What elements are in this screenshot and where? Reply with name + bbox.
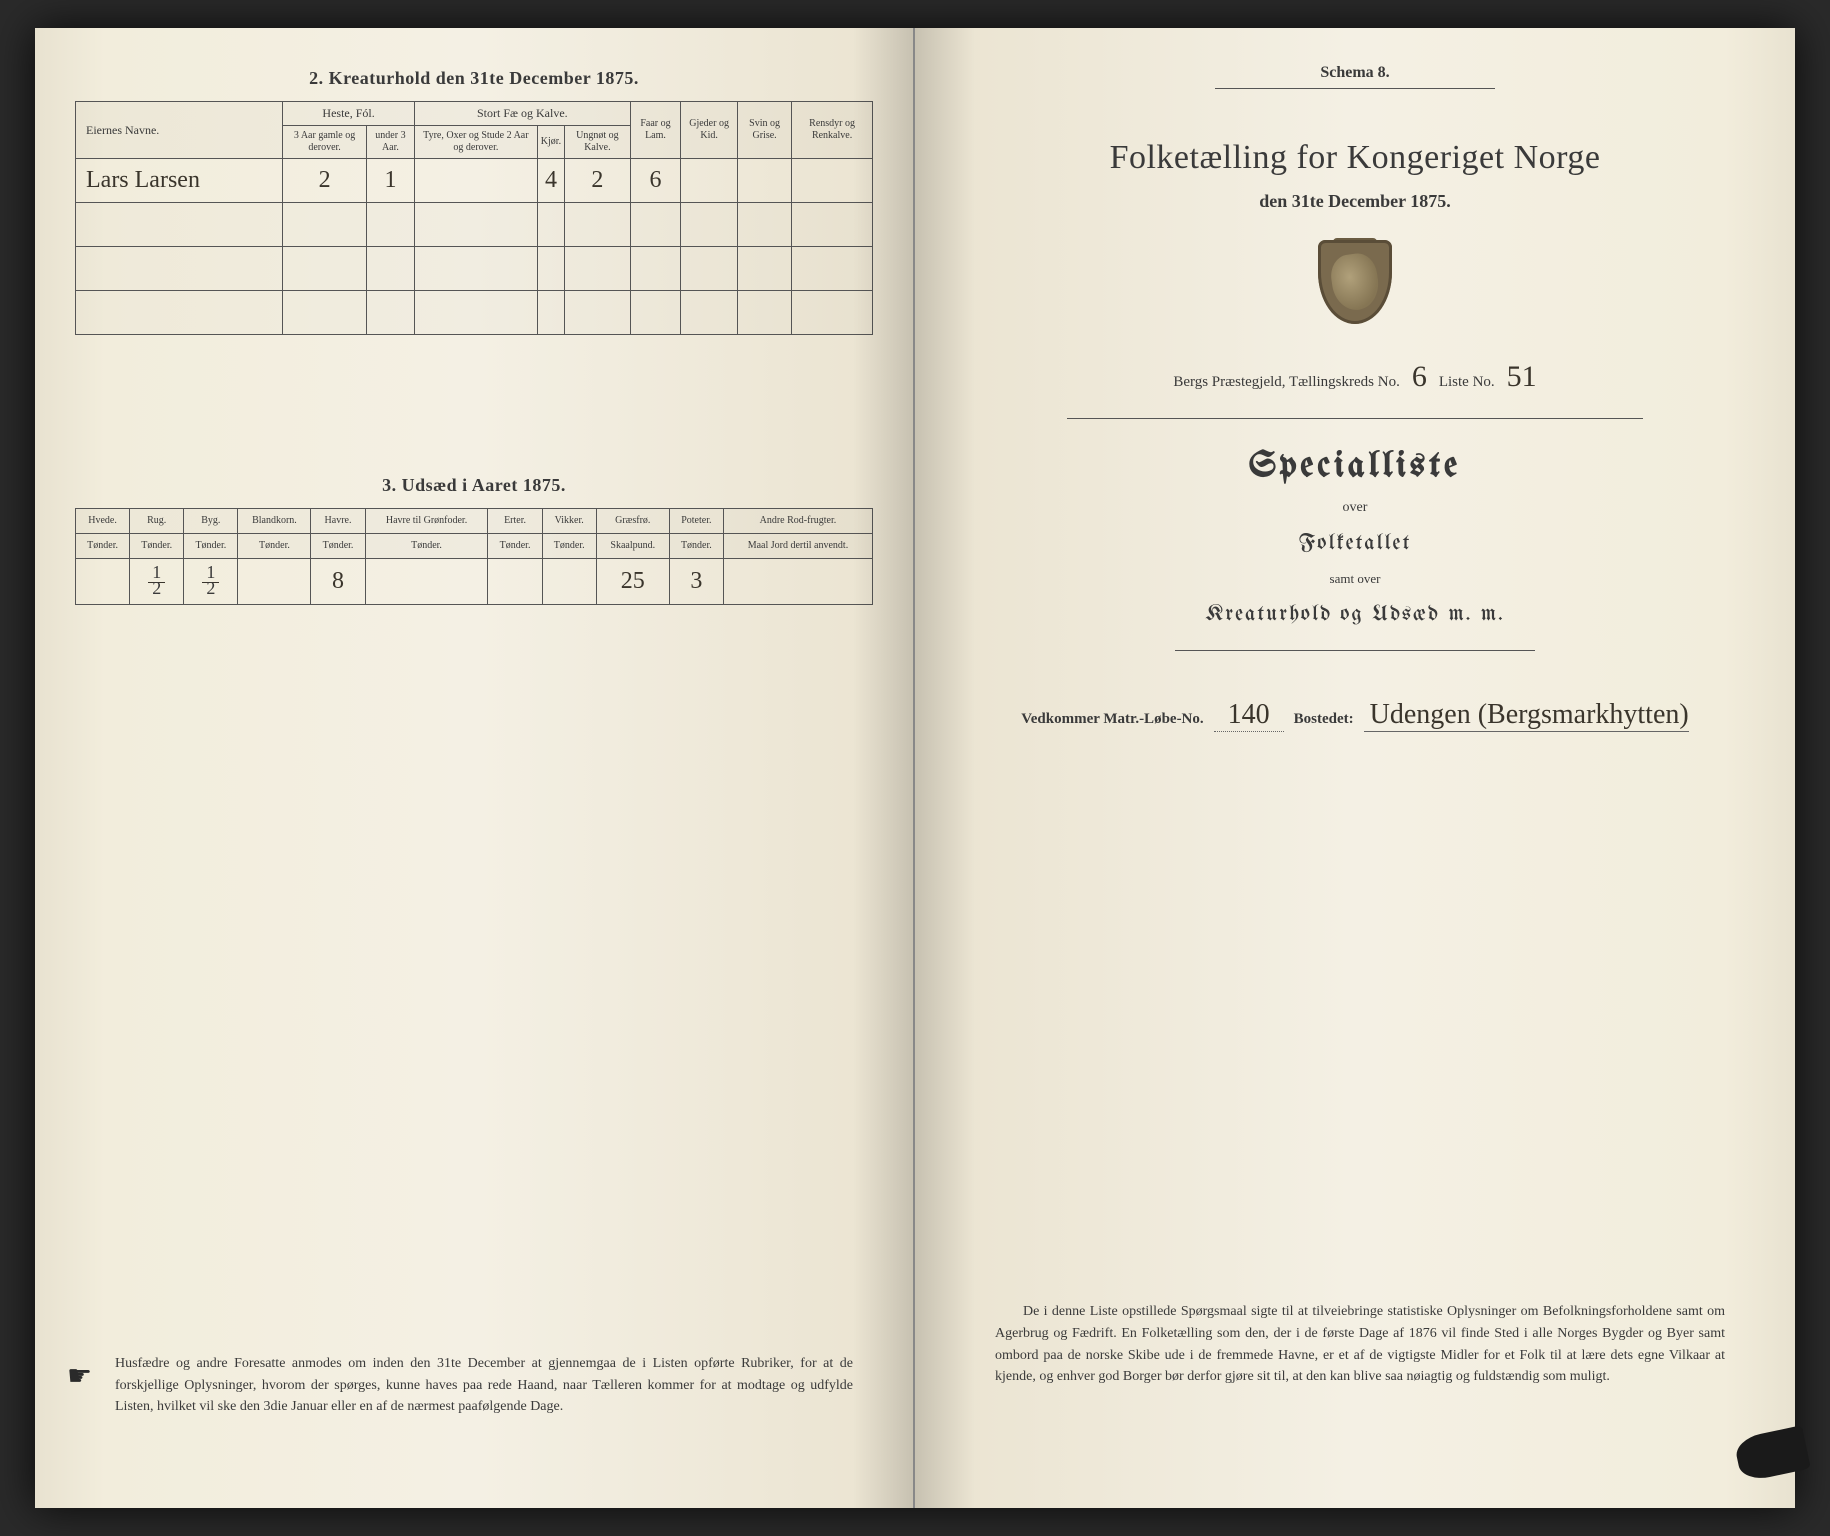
uv-3 [238,559,311,605]
right-page: Schema 8. Folketælling for Kongeriget No… [915,28,1795,1508]
prestegjeld-line: Bergs Præstegjeld, Tællingskreds No. 6 L… [955,360,1755,394]
col-faar: Faar og Lam. [630,102,681,159]
specialliste-title: Specialliste [955,449,1755,486]
cell-faar: 6 [630,159,681,203]
uu-1: Tønder. [130,534,184,559]
udsaed-header-row: Hvede. Rug. Byg. Blandkorn. Havre. Havre… [76,509,873,534]
uu-3: Tønder. [238,534,311,559]
cell-stort1 [414,159,537,203]
uu-4: Tønder. [311,534,365,559]
samt-label: samt over [955,571,1755,587]
uh-7: Vikker. [542,509,596,534]
matr-label: Vedkommer Matr.-Løbe-No. [1021,711,1203,728]
coat-of-arms-icon [1311,240,1399,342]
uv-5 [365,559,488,605]
uh-4: Havre. [311,509,365,534]
uu-7: Tønder. [542,534,596,559]
uv-2: 12 [184,559,238,605]
uv-8: 25 [596,559,669,605]
cell-heste2: 1 [366,159,414,203]
presteg-label: Bergs Præstegjeld, Tællingskreds No. [1173,374,1400,391]
uu-0: Tønder. [76,534,130,559]
table-row [76,247,873,291]
uu-6: Tønder. [488,534,542,559]
cell-heste1: 2 [283,159,367,203]
rule [1215,88,1495,89]
cell-gjeder [681,159,738,203]
uu-2: Tønder. [184,534,238,559]
col-stort-sub3: Ungnøt og Kalve. [565,126,631,159]
liste-label: Liste No. [1439,374,1495,391]
table-row [76,291,873,335]
uv-6 [488,559,542,605]
date-line: den 31te December 1875. [955,191,1755,212]
uv-10 [723,559,872,605]
uv-7 [542,559,596,605]
col-heste-sub1: 3 Aar gamle og derover. [283,126,367,159]
uh-3: Blandkorn. [238,509,311,534]
col-stort-sub1: Tyre, Oxer og Stude 2 Aar og derover. [414,126,537,159]
uv-4: 8 [311,559,365,605]
table-row: Lars Larsen 2 1 4 2 6 [76,159,873,203]
uh-8: Græsfrø. [596,509,669,534]
cell-name: Lars Larsen [76,159,283,203]
uv-0 [76,559,130,605]
udsaed-table: Hvede. Rug. Byg. Blandkorn. Havre. Havre… [75,508,873,605]
cell-stort2: 4 [537,159,564,203]
cell-stort3: 2 [565,159,631,203]
col-heste: Heste, Fól. [283,102,415,126]
bostedet-value: Udengen (Bergsmarkhytten) [1364,699,1689,732]
liste-no: 51 [1507,360,1537,394]
kreds-no: 6 [1412,360,1427,394]
over-label: over [955,500,1755,516]
uv-1: 12 [130,559,184,605]
left-footnote: ☛ Husfædre og andre Foresatte anmodes om… [115,1353,853,1418]
udsaed-data-row: 12 12 8 25 3 [76,559,873,605]
uu-10: Maal Jord dertil anvendt. [723,534,872,559]
udsaed-unit-row: Tønder. Tønder. Tønder. Tønder. Tønder. … [76,534,873,559]
left-page: 2. Kreaturhold den 31te December 1875. E… [35,28,915,1508]
uh-0: Hvede. [76,509,130,534]
rule [1175,650,1535,651]
uu-8: Skaalpund. [596,534,669,559]
col-svin: Svin og Grise. [737,102,791,159]
col-heste-sub2: under 3 Aar. [366,126,414,159]
cell-svin [737,159,791,203]
table-row [76,203,873,247]
section2-title: 2. Kreaturhold den 31te December 1875. [75,68,873,89]
page-title: Folketælling for Kongeriget Norge [955,139,1755,177]
uh-1: Rug. [130,509,184,534]
col-stort: Stort Fæ og Kalve. [414,102,630,126]
kreatur-table: Eiernes Navne. Heste, Fól. Stort Fæ og K… [75,101,873,335]
kreaturhold-label: Kreaturhold og Udsæd m. m. [955,603,1755,626]
section3-title: 3. Udsæd i Aaret 1875. [75,475,873,496]
col-stort-sub2: Kjør. [537,126,564,159]
folketallet-label: Folketallet [955,532,1755,555]
book-spread: 2. Kreaturhold den 31te December 1875. E… [35,28,1795,1508]
uu-9: Tønder. [669,534,723,559]
bostedet-label: Bostedet: [1294,711,1354,728]
page-corner-shadow [1733,1425,1811,1483]
matr-line: Vedkommer Matr.-Løbe-No. 140 Bostedet: U… [955,699,1755,732]
uv-9: 3 [669,559,723,605]
uu-5: Tønder. [365,534,488,559]
rule [1067,418,1643,419]
pointing-hand-icon: ☛ [67,1355,92,1398]
schema-label: Schema 8. [955,64,1755,82]
uh-6: Erter. [488,509,542,534]
left-footnote-text: Husfædre og andre Foresatte anmodes om i… [115,1356,853,1414]
right-footnote: De i denne Liste opstillede Spørgsmaal s… [995,1301,1725,1388]
uh-2: Byg. [184,509,238,534]
col-eier: Eiernes Navne. [76,102,283,159]
uh-9: Poteter. [669,509,723,534]
uh-5: Havre til Grønfoder. [365,509,488,534]
uh-10: Andre Rod-frugter. [723,509,872,534]
matr-no: 140 [1214,699,1284,732]
col-gjeder: Gjeder og Kid. [681,102,738,159]
